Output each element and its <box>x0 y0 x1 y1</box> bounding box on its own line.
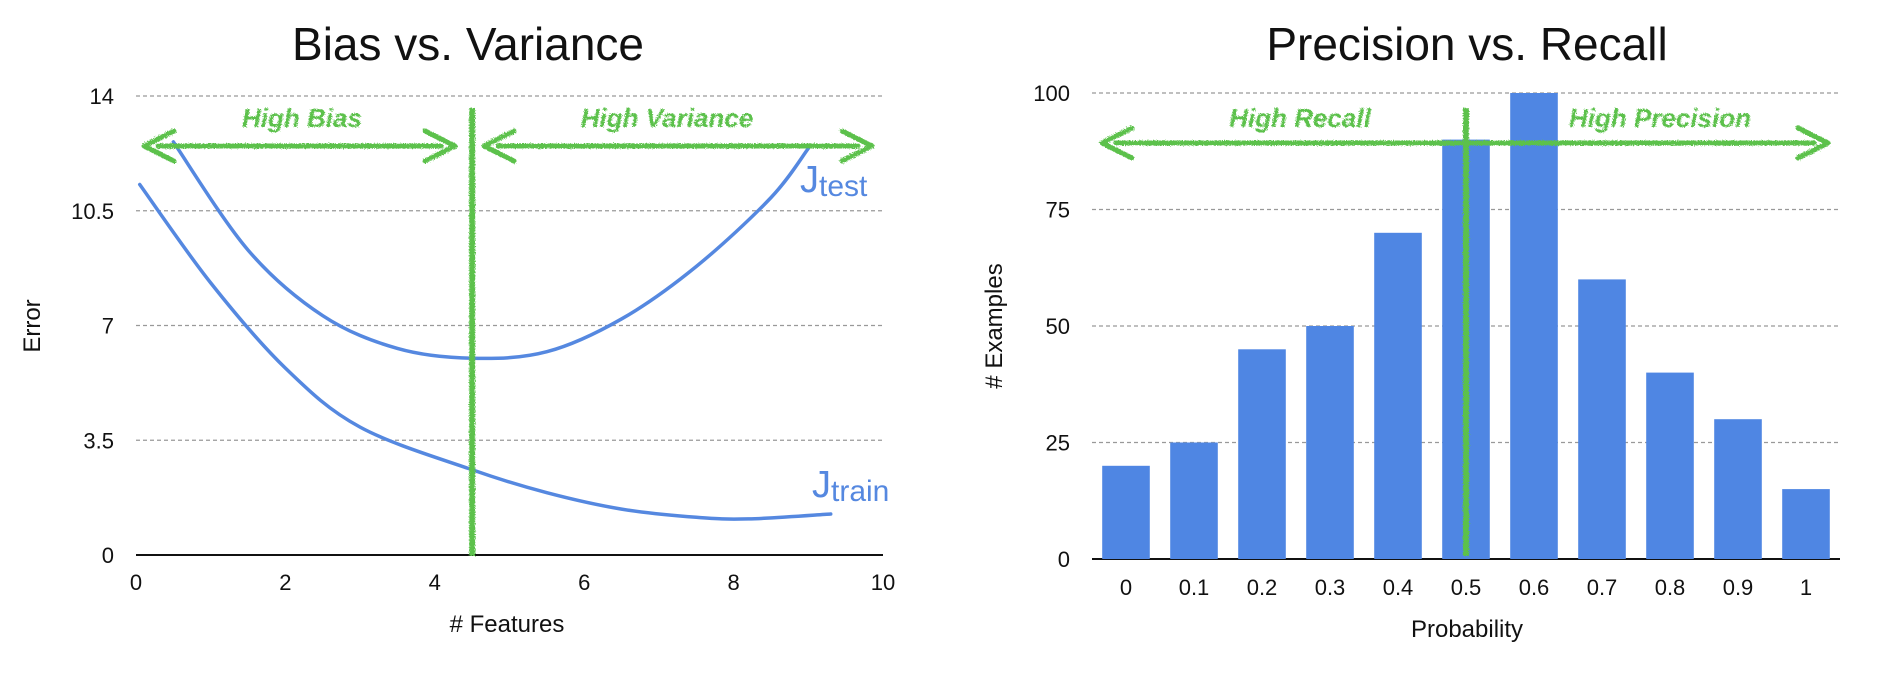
series-line-train <box>137 182 833 521</box>
bar-0 <box>1102 465 1150 559</box>
high-variance-label: High Variance <box>581 103 753 133</box>
x-tick-label: 0.6 <box>1519 575 1550 600</box>
precision-recall-annotations: High Recall High Precision <box>1099 103 1831 556</box>
bar-0.2 <box>1238 349 1286 559</box>
y-tick-label: 75 <box>1046 198 1070 223</box>
x-tick-label: 0.7 <box>1587 575 1618 600</box>
y-tick-label: 3.5 <box>83 428 114 453</box>
high-variance-arrow <box>481 128 875 164</box>
bar-1 <box>1782 489 1830 559</box>
bias-variance-y-axis-label: Error <box>19 299 46 352</box>
precision-recall-x-ticks: 0 0.1 0.2 0.3 0.4 0.5 0.6 0.7 0.8 0.9 1 <box>1120 575 1812 600</box>
x-tick-label: 0.5 <box>1451 575 1482 600</box>
bias-variance-title: Bias vs. Variance <box>292 18 644 70</box>
x-tick-label: 10 <box>871 570 895 595</box>
x-tick-label: 0.4 <box>1383 575 1414 600</box>
y-tick-label: 50 <box>1046 314 1070 339</box>
x-tick-label: 0.9 <box>1723 575 1754 600</box>
y-tick-label: 0 <box>1058 547 1070 572</box>
y-tick-label: 10.5 <box>71 199 114 224</box>
bar-0.4 <box>1374 232 1422 560</box>
precision-recall-y-axis-label: # Examples <box>981 263 1008 388</box>
bias-variance-x-axis-label: # Features <box>450 611 565 638</box>
x-tick-label: 0.8 <box>1655 575 1686 600</box>
bias-variance-annotations: High Bias High Variance <box>141 103 875 556</box>
x-tick-label: 2 <box>279 570 291 595</box>
x-tick-label: 8 <box>727 570 739 595</box>
y-tick-label: 7 <box>102 314 114 339</box>
precision-recall-y-ticks: 0 25 50 75 100 <box>1033 81 1070 572</box>
bias-variance-chart: Bias vs. Variance 0 3.5 7 10.5 14 0 2 4 6 8 10 # … <box>19 18 895 638</box>
bar-0.3 <box>1306 326 1354 559</box>
precision-recall-x-axis-label: Probability <box>1411 616 1523 643</box>
high-precision-label: High Precision <box>1569 103 1751 133</box>
x-tick-label: 1 <box>1800 575 1812 600</box>
x-tick-label: 6 <box>578 570 590 595</box>
bias-variance-series <box>137 140 833 521</box>
y-tick-label: 100 <box>1033 81 1070 106</box>
j-test-label: Jtest <box>800 159 868 203</box>
x-tick-label: 0.1 <box>1179 575 1210 600</box>
precision-recall-title: Precision vs. Recall <box>1266 18 1667 70</box>
bar-0.9 <box>1714 419 1762 559</box>
bias-variance-y-ticks: 0 3.5 7 10.5 14 <box>71 84 114 568</box>
high-recall-label: High Recall <box>1229 103 1371 133</box>
y-tick-label: 25 <box>1046 431 1070 456</box>
bias-variance-gridlines <box>136 95 883 556</box>
high-bias-label: High Bias <box>242 103 362 133</box>
high-bias-arrow <box>141 128 458 164</box>
x-tick-label: 0 <box>1120 575 1132 600</box>
precision-recall-arrow <box>1099 125 1831 161</box>
j-train-label: Jtrain <box>812 464 889 508</box>
y-tick-label: 0 <box>102 543 114 568</box>
precision-recall-bars <box>1102 93 1830 560</box>
x-tick-label: 0.3 <box>1315 575 1346 600</box>
bar-0.1 <box>1170 442 1218 559</box>
series-line-test <box>171 140 811 361</box>
y-tick-label: 14 <box>90 84 114 109</box>
x-tick-label: 4 <box>429 570 441 595</box>
x-tick-label: 0 <box>130 570 142 595</box>
bar-0.7 <box>1578 279 1626 559</box>
x-tick-label: 0.2 <box>1247 575 1278 600</box>
bias-variance-x-ticks: 0 2 4 6 8 10 <box>130 570 895 595</box>
bar-0.6 <box>1510 93 1558 559</box>
bar-0.8 <box>1646 372 1694 559</box>
